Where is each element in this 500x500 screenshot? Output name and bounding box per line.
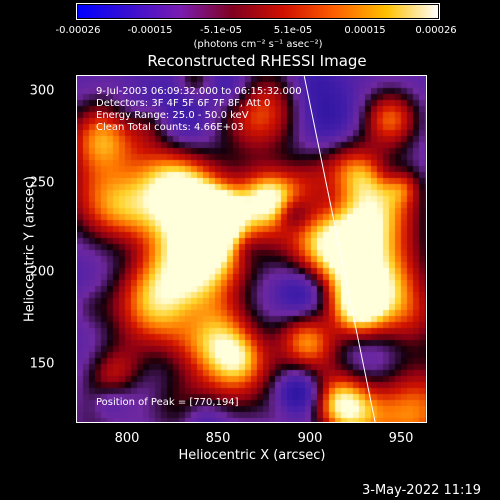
x-tick-label: 950 <box>388 431 414 446</box>
colorbar-units: (photons cm⁻² s⁻¹ asec⁻²) <box>193 39 323 50</box>
colorbar-tick-label: 0.00015 <box>344 25 386 36</box>
annotation-time-range: 9-Jul-2003 06:09:32.000 to 06:15:32.000 <box>96 86 302 97</box>
x-tick-label: 900 <box>297 431 323 446</box>
colorbar-tick-label: 0.00026 <box>415 25 457 36</box>
timestamp: 3-May-2022 11:19 <box>362 483 481 498</box>
y-tick-label: 200 <box>29 264 55 280</box>
colorbar-tick-label: -0.00015 <box>127 25 173 36</box>
y-tick-label: 150 <box>29 356 55 372</box>
annotation-detectors: Detectors: 3F 4F 5F 6F 7F 8F, Att 0 <box>96 98 271 109</box>
plot-title: Reconstructed RHESSI Image <box>147 52 367 70</box>
y-tick-label: 300 <box>29 83 55 99</box>
x-tick-label: 800 <box>114 431 140 446</box>
y-axis-label: Heliocentric Y (arcsec) <box>22 176 38 322</box>
image-heatmap <box>77 76 426 422</box>
colorbar-tick-label: -5.1e-05 <box>200 25 242 36</box>
limb-overlay <box>303 76 376 422</box>
colorbar-tick-label: 5.1e-05 <box>273 25 313 36</box>
x-tick-label: 850 <box>205 431 231 446</box>
y-tick-label: 250 <box>29 175 55 191</box>
colorbar-tick-label: -0.00026 <box>55 25 101 36</box>
colorbar <box>76 3 440 20</box>
rhessi-image: 9-Jul-2003 06:09:32.000 to 06:15:32.000 … <box>76 75 427 423</box>
x-axis-label: Heliocentric X (arcsec) <box>178 448 326 463</box>
annotation-clean: Clean Total counts: 4.66E+03 <box>96 122 244 133</box>
annotation-energy: Energy Range: 25.0 - 50.0 keV <box>96 110 249 121</box>
annotation-peak: Position of Peak = [770,194] <box>96 397 239 408</box>
colorbar-gradient <box>78 5 438 18</box>
solar-limb-line <box>303 76 376 422</box>
